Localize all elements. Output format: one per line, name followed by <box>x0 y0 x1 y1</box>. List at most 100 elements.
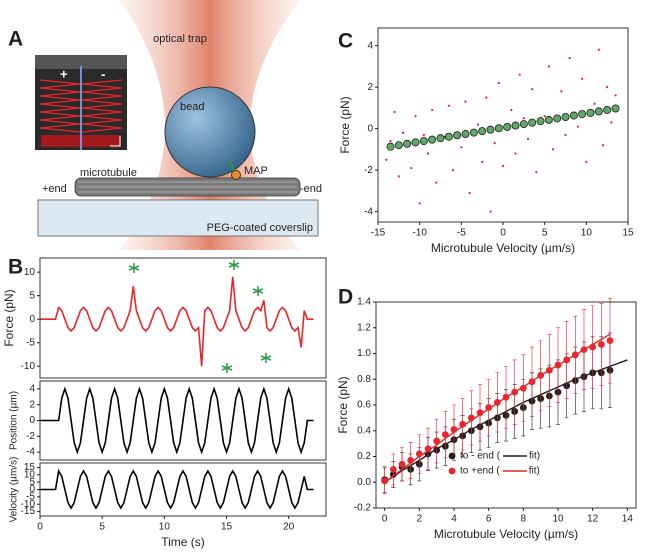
chart: -10 -5 0 5 10 Force (pN) <box>2 257 327 379</box>
x-tick-label: 0 <box>37 522 43 533</box>
label-optical-trap: optical trap <box>153 33 207 45</box>
point <box>610 121 613 124</box>
bead <box>164 86 256 178</box>
point <box>476 409 484 417</box>
point <box>481 160 484 163</box>
legend-marker <box>448 467 456 475</box>
y-tick-label: -5 <box>26 492 35 503</box>
y-tick-label: 1.0 <box>357 348 371 359</box>
x-tick-label: 15 <box>622 228 634 239</box>
point <box>518 73 521 76</box>
point <box>476 123 480 126</box>
point <box>426 152 430 155</box>
point <box>497 81 500 85</box>
y-tick-label: -15 <box>21 506 36 517</box>
point <box>411 138 420 147</box>
point <box>568 56 571 60</box>
x-tick-label: 5 <box>542 228 548 239</box>
inset-strip <box>35 55 127 69</box>
point <box>394 141 403 150</box>
series-line <box>40 276 314 367</box>
y-tick-label: 5 <box>29 290 35 301</box>
point <box>414 115 417 118</box>
point <box>418 202 421 205</box>
y-axis-label: Force (pN) <box>338 96 352 153</box>
point <box>460 146 463 149</box>
y-tick-label: 0.6 <box>357 400 371 411</box>
point <box>397 175 400 178</box>
point <box>511 121 520 130</box>
x-tick-label: -15 <box>371 228 386 239</box>
asterisk <box>228 260 240 270</box>
point <box>494 124 503 133</box>
y-tick-label: 0 <box>29 314 35 325</box>
point <box>385 158 388 161</box>
point <box>585 160 588 163</box>
point <box>606 337 614 345</box>
point <box>519 120 528 129</box>
x-tick-label: 5 <box>99 522 105 533</box>
y-tick-label: 2 <box>29 399 35 410</box>
y-tick-label: 4 <box>29 384 35 395</box>
y-tick-label: 1.2 <box>357 322 371 333</box>
y-tick-label: 0.8 <box>357 374 371 385</box>
y-tick-label: 0 <box>29 484 35 495</box>
y-tick-label: -0.2 <box>354 503 372 514</box>
inset-zigzag <box>39 79 123 133</box>
point <box>547 65 550 68</box>
point <box>410 166 413 170</box>
legend-label: to +end ( <box>460 466 500 477</box>
point <box>419 137 428 146</box>
point <box>393 110 396 114</box>
panel-label: A <box>8 28 23 51</box>
point <box>464 100 467 103</box>
point <box>459 420 467 428</box>
y-tick-label: 1.4 <box>357 297 371 308</box>
x-tick-label: 6 <box>486 514 492 525</box>
asterisk <box>221 363 233 373</box>
point <box>536 117 545 126</box>
point <box>489 210 492 213</box>
point <box>593 102 596 105</box>
chart: -0.2 0.0 0.2 0.4 0.6 0.8 1.0 1.2 1.4 0 2 4 6 8 10 12 14 F… <box>336 297 637 541</box>
point <box>485 96 488 99</box>
chart: -4 -2 0 2 4 -15 -10 -5 0 5 10 15 Force (pN) Microtubu… <box>338 27 634 255</box>
point <box>597 341 605 348</box>
point <box>444 132 453 141</box>
label-plus-end: +end <box>42 183 67 195</box>
map-protein <box>231 170 241 180</box>
x-tick-label: 0 <box>382 514 388 525</box>
y-tick-label: 10 <box>24 267 36 278</box>
point <box>603 105 612 114</box>
y-tick-label: -5 <box>26 337 35 348</box>
series-line <box>384 333 611 483</box>
legend-label: to - end ( <box>460 451 501 462</box>
panel-label: C <box>338 30 353 53</box>
point <box>381 477 389 485</box>
point <box>578 110 587 119</box>
point <box>503 122 512 131</box>
x-tick-label: 12 <box>587 514 599 525</box>
y-axis-label: Velocity (µm/s) <box>9 457 20 523</box>
x-tick-label: 10 <box>159 522 171 533</box>
point <box>422 133 425 136</box>
asterisks <box>128 260 272 373</box>
label-minus-end: -end <box>300 183 322 195</box>
y-tick-label: 0 <box>367 123 373 134</box>
x-tick-label: 10 <box>552 514 564 525</box>
y-tick-label: 5 <box>29 477 35 488</box>
asterisk <box>128 263 140 273</box>
point <box>510 108 513 112</box>
y-tick-label: 15 <box>24 462 36 473</box>
legend-label: fit) <box>529 451 540 462</box>
chart: -4 -2 0 2 4 Position (µm) <box>9 380 327 461</box>
x-tick-label: 10 <box>581 228 593 239</box>
x-tick-label: 8 <box>521 514 527 525</box>
x-tick-label: -5 <box>457 228 466 239</box>
point <box>433 437 441 445</box>
point <box>389 465 397 473</box>
point <box>451 169 455 172</box>
diagram: + - optical trap bead MAP microtubule +e… <box>35 0 322 250</box>
point <box>501 164 505 168</box>
